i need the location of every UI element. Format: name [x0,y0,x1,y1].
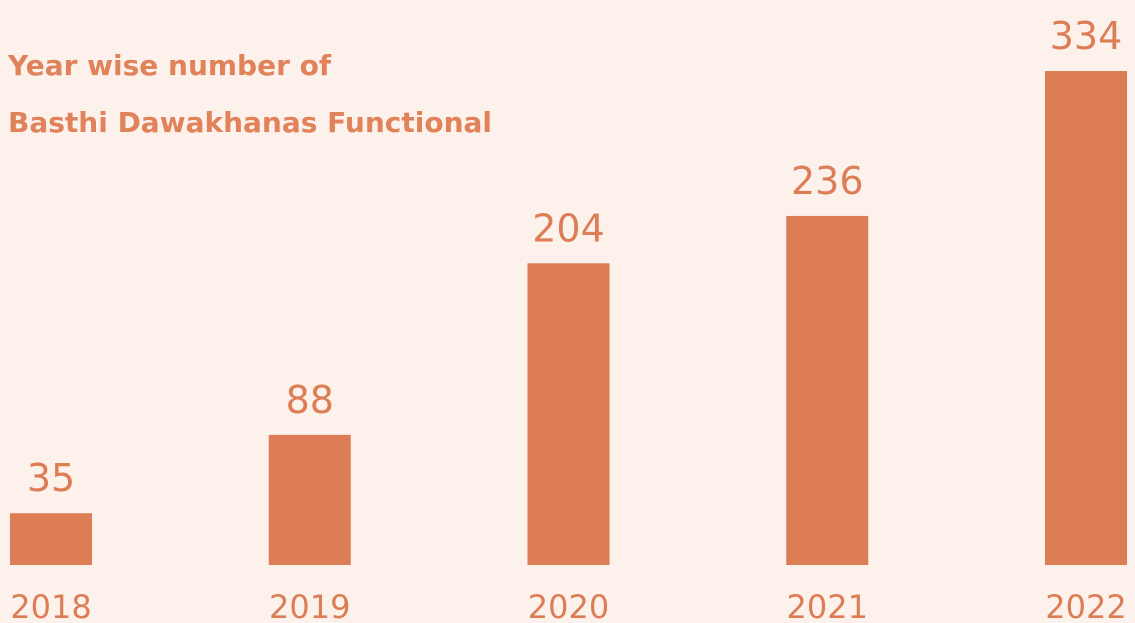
x-tick-label: 2020 [528,588,609,623]
bar [268,434,351,565]
value-label: 35 [27,456,75,500]
chart-title-line: Year wise number of [7,49,332,82]
x-tick-label: 2021 [787,588,868,623]
bar [1045,71,1127,565]
chart-title-line: Basthi Dawakhanas Functional [8,106,492,139]
bar [786,215,869,565]
value-label: 88 [286,378,334,422]
x-tick-label: 2019 [269,588,350,623]
value-label: 236 [791,159,864,203]
x-tick-label: 2022 [1045,588,1126,623]
bar [527,263,610,565]
x-tick-label: 2018 [10,588,91,623]
bar [10,513,92,565]
value-label: 204 [532,206,605,250]
value-label: 334 [1050,14,1123,58]
